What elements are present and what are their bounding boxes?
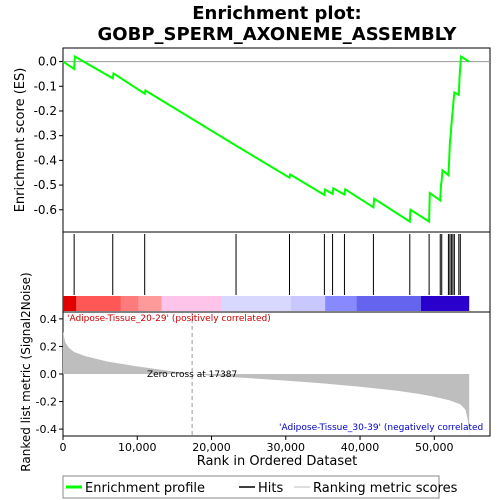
- x-tick-label: 40,000: [341, 441, 380, 454]
- es-y-ticks: 0.0 -0.1 -0.2 -0.3 -0.4 -0.5 -0.6: [34, 55, 63, 217]
- color-bar-segment: [290, 296, 326, 311]
- es-y-tick-label: -0.1: [34, 79, 57, 93]
- x-tick-label: 10,000: [118, 441, 157, 454]
- metric-panel: Zero cross at 17387 'Adipose-Tissue_20-2…: [19, 272, 491, 472]
- metric-y-tick-label: 0.2: [40, 340, 58, 353]
- es-y-tick-label: -0.2: [34, 104, 57, 118]
- x-tick-label: 30,000: [267, 441, 306, 454]
- color-bar-segment: [120, 296, 139, 311]
- ranked-color-bar: [63, 296, 470, 311]
- es-y-tick-label: -0.5: [34, 178, 57, 192]
- es-y-tick-label: -0.4: [34, 153, 57, 167]
- color-bar-segment: [325, 296, 357, 311]
- legend-label: Hits: [258, 481, 283, 496]
- x-tick-label: 50,000: [415, 441, 454, 454]
- metric-x-ticks: 0 10,000 20,000 30,000 40,000 50,000: [60, 436, 454, 454]
- ranking-metric-area: [63, 331, 470, 435]
- x-tick-label: 20,000: [192, 441, 231, 454]
- legend-label: Ranking metric scores: [313, 481, 458, 496]
- color-bar-segment: [356, 296, 421, 311]
- negative-class-label: 'Adipose-Tissue_30-39' (negatively corre…: [279, 423, 483, 433]
- zero-cross-label: Zero cross at 17387: [147, 370, 237, 380]
- metric-y-tick-label: 0.0: [40, 368, 58, 381]
- metric-y-tick-label: 0.4: [40, 313, 58, 326]
- es-panel-frame: [62, 47, 491, 233]
- color-bar-segment: [138, 296, 162, 311]
- es-y-tick-label: -0.3: [34, 129, 57, 143]
- legend-label: Enrichment profile: [85, 481, 205, 496]
- hit-lines: [73, 234, 461, 295]
- metric-y-axis-label: Ranked list metric (Signal2Noise): [19, 272, 33, 471]
- legend: Enrichment profile Hits Ranking metric sco…: [62, 475, 458, 499]
- color-bar-segment: [76, 296, 121, 311]
- es-y-tick-label: 0.0: [38, 55, 57, 69]
- es-y-tick-label: -0.6: [34, 203, 57, 217]
- color-bar-segment: [63, 296, 77, 311]
- es-y-axis-label: Enrichment score (ES): [13, 68, 28, 213]
- x-axis-label: Rank in Ordered Dataset: [197, 454, 358, 469]
- chart-title-line-1: Enrichment plot:: [192, 3, 362, 24]
- es-panel: 0.0 -0.1 -0.2 -0.3 -0.4 -0.5 -0.6 Enrichment s…: [13, 47, 491, 233]
- color-bar-segment: [420, 296, 470, 311]
- positive-class-label: 'Adipose-Tissue_20-29' (positively corre…: [67, 314, 271, 324]
- chart-title-line-2: GOBP_SPERM_AXONEME_ASSEMBLY: [98, 24, 458, 45]
- hits-panel: [62, 231, 491, 313]
- metric-y-tick-label: -0.2: [36, 396, 57, 409]
- metric-y-tick-label: -0.4: [36, 423, 57, 436]
- enrichment-profile-line: [62, 54, 470, 224]
- x-tick-label: 0: [60, 441, 67, 454]
- metric-y-ticks: 0.4 0.2 0.0 -0.2 -0.4: [36, 313, 63, 436]
- color-bar-segment: [221, 296, 291, 311]
- color-bar-segment: [161, 296, 222, 311]
